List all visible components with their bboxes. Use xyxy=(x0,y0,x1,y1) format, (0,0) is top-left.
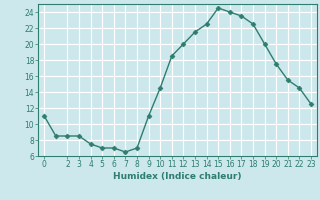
X-axis label: Humidex (Indice chaleur): Humidex (Indice chaleur) xyxy=(113,172,242,181)
